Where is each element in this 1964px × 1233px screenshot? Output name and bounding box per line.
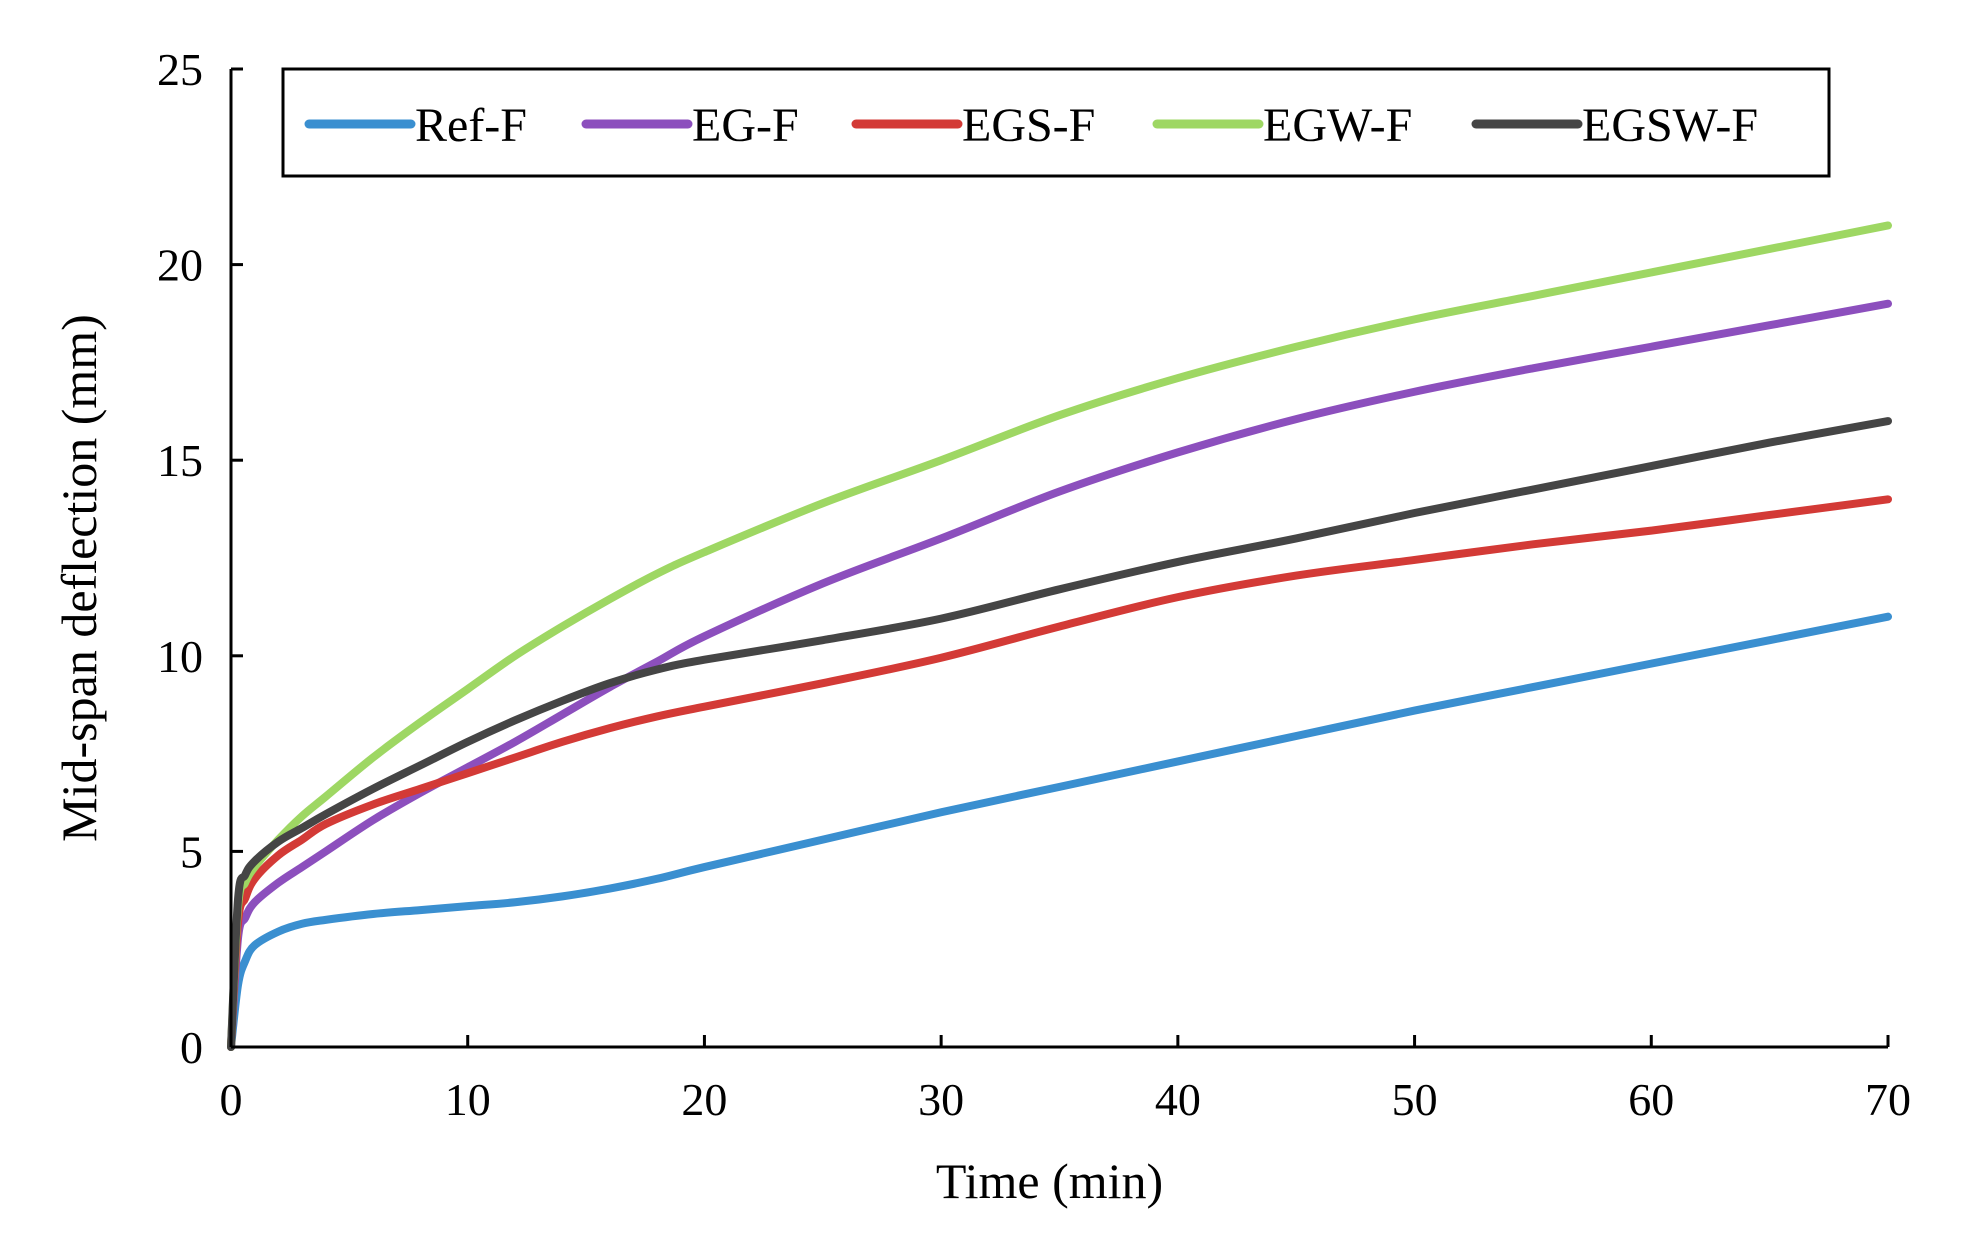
y-axis-title: Mid-span deflection (mm) (51, 314, 107, 842)
legend-label-egs-f: EGS-F (962, 99, 1095, 152)
legend-items: Ref-F EG-F EGS-F EGW-F EGSW-F (304, 99, 1758, 152)
x-tick-label: 0 (220, 1074, 243, 1125)
series-line-egs-f (227, 495, 1892, 1051)
legend-label-eg-f: EG-F (692, 99, 799, 152)
y-tick-label: 10 (157, 631, 203, 682)
x-tick-label: 60 (1628, 1074, 1674, 1125)
legend-label-ref-f: Ref-F (415, 99, 527, 152)
x-tick-label: 30 (918, 1074, 964, 1125)
series-line-eg-f (227, 299, 1892, 1051)
axes-layer (229, 69, 1888, 1049)
y-tick-label: 5 (180, 826, 203, 877)
ticks-layer: 0 10 20 30 40 50 60 70 0 5 10 15 20 25 (157, 44, 1911, 1125)
series-layer (227, 221, 1892, 1051)
x-tick-label: 70 (1865, 1074, 1911, 1125)
series-line-ref-f (227, 612, 1892, 1051)
x-tick-label: 10 (445, 1074, 491, 1125)
y-tick-label: 20 (157, 240, 203, 291)
y-tick-label: 15 (157, 435, 203, 486)
x-tick-label: 40 (1155, 1074, 1201, 1125)
legend-label-egw-f: EGW-F (1263, 99, 1412, 152)
legend: Ref-F EG-F EGS-F EGW-F EGSW-F (281, 67, 1831, 178)
x-tick-label: 50 (1392, 1074, 1438, 1125)
series-line-egsw-f (227, 417, 1892, 1051)
legend-label-egsw-f: EGSW-F (1582, 99, 1758, 152)
x-axis-title: Time (min) (936, 1153, 1163, 1209)
y-tick-label: 0 (180, 1022, 203, 1073)
x-tick-label: 20 (681, 1074, 727, 1125)
y-tick-label: 25 (157, 44, 203, 95)
